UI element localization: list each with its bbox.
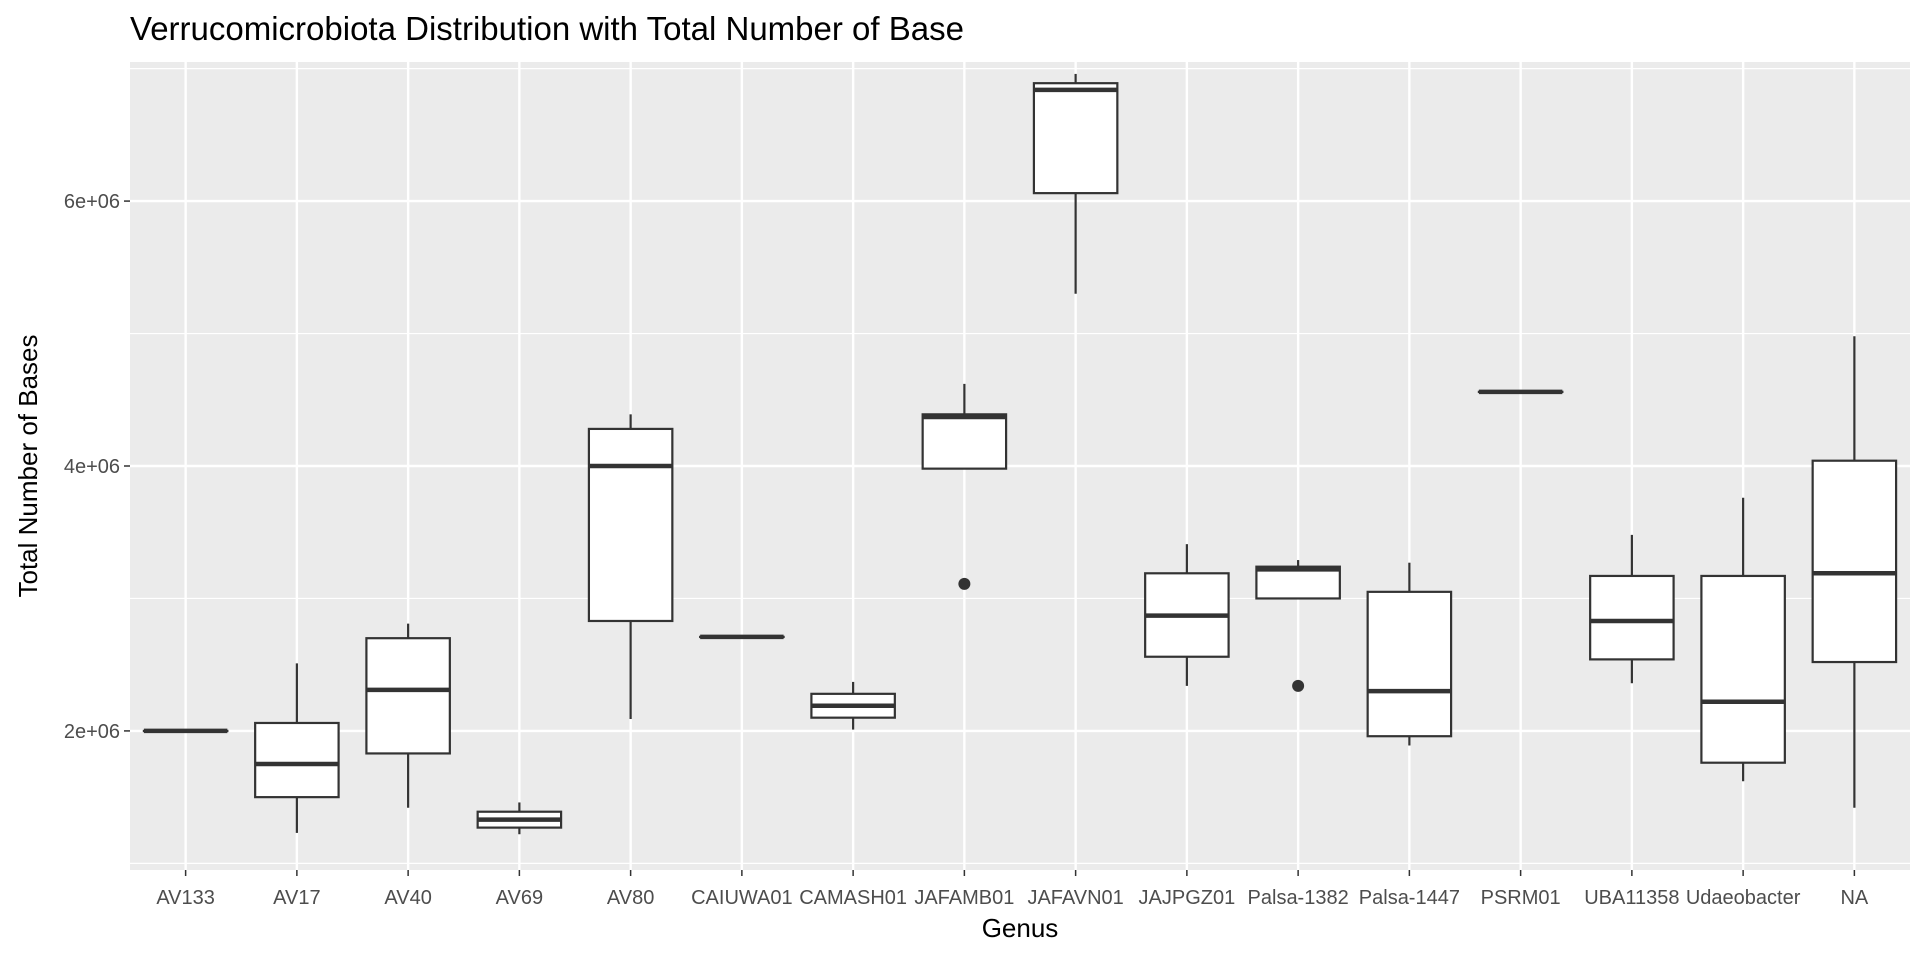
chart-title: Verrucomicrobiota Distribution with Tota… (130, 10, 964, 47)
box-jafavn01 (1032, 73, 1119, 294)
y-axis-title: Total Number of Bases (13, 334, 43, 597)
box-av80 (587, 414, 674, 719)
x-tick-label: AV133 (156, 887, 215, 909)
box-body (587, 427, 674, 623)
box-av17 (254, 663, 340, 833)
box-body (254, 721, 340, 799)
x-tick-label: AV40 (384, 887, 431, 909)
x-tick-label: JAFAVN01 (1027, 887, 1123, 909)
y-tick-label: 6e+06 (64, 191, 120, 213)
x-tick-label: AV80 (607, 887, 654, 909)
box-body (1700, 574, 1786, 764)
outlier-point (1292, 679, 1305, 692)
x-tick-label: Udaeobacter (1686, 887, 1801, 909)
y-axis: 2e+06 4e+06 6e+06 (64, 191, 130, 743)
box-palsa-1382 (1255, 560, 1341, 692)
box-av40 (365, 623, 451, 808)
box-palsa-1447 (1366, 562, 1453, 746)
box-body (1366, 590, 1453, 738)
box-body (365, 637, 451, 755)
x-tick-label: JAFAMB01 (914, 887, 1014, 909)
box-body (921, 413, 1008, 470)
x-tick-label: NA (1840, 887, 1868, 909)
y-tick-label: 4e+06 (64, 456, 120, 478)
box-jafamb01 (921, 383, 1008, 590)
box-body (1589, 574, 1675, 661)
x-tick-label: UBA11358 (1584, 887, 1679, 909)
box-udaeobacter (1700, 497, 1786, 782)
x-tick-label: AV69 (496, 887, 543, 909)
x-tick-label: CAIUWA01 (691, 887, 793, 909)
box-jajpgz01 (1144, 544, 1230, 686)
x-tick-label: JAJPGZ01 (1139, 887, 1236, 909)
minor-gridlines (130, 68, 1910, 864)
box-series (142, 73, 1898, 835)
box-camash01 (810, 681, 896, 730)
box-na (1811, 336, 1898, 808)
x-tick-label: CAMASH01 (799, 887, 907, 909)
x-tick-label: AV17 (273, 887, 320, 909)
box-body (1811, 459, 1898, 664)
box-body (1255, 565, 1341, 600)
x-tick-label: Palsa-1382 (1248, 887, 1349, 909)
box-av69 (476, 802, 563, 835)
box-uba11358 (1589, 534, 1675, 684)
x-tick-label: PSRM01 (1481, 887, 1561, 909)
x-axis-title: Genus (982, 913, 1059, 943)
x-axis: AV133 AV17 AV40 AV69 AV80 CAIUWA01 CAMASH01 JAF… (156, 870, 1869, 909)
y-tick-label: 2e+06 (64, 721, 120, 743)
outlier-point (958, 577, 971, 590)
x-tick-label: Palsa-1447 (1359, 887, 1460, 909)
box-body (1032, 82, 1119, 195)
